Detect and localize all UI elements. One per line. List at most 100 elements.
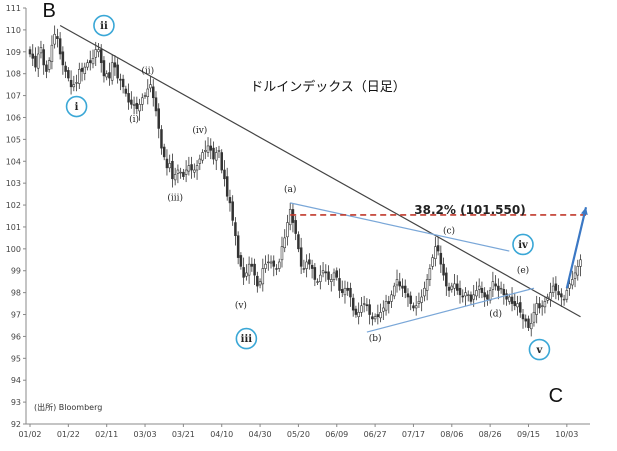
wave-label: (a) xyxy=(284,184,296,195)
candle-body xyxy=(428,268,432,280)
y-tick-label: 107 xyxy=(6,92,21,101)
y-tick-label: 92 xyxy=(11,420,21,429)
candle-body xyxy=(135,102,139,110)
candle-body xyxy=(50,44,54,62)
y-tick-label: 100 xyxy=(6,245,21,254)
candle-body xyxy=(179,171,182,174)
candle-body xyxy=(130,99,133,105)
candle-body xyxy=(510,296,514,304)
candle-body xyxy=(551,285,555,293)
candle-body xyxy=(362,303,366,305)
circle-marker xyxy=(65,95,88,118)
candle-body xyxy=(560,293,563,298)
y-axis: 92 93 94 95 96 97 98 99 100 101 102 103 104 105 106 107… xyxy=(6,4,590,429)
candle-body xyxy=(461,295,465,298)
candle-body xyxy=(349,287,352,298)
y-tick-label: 109 xyxy=(6,48,21,57)
candle-body xyxy=(190,164,193,171)
candle-body xyxy=(247,263,251,276)
x-tick-label: 02/11 xyxy=(95,430,118,439)
x-axis: 01/02 01/22 02/11 03/03 03/21 04/10 04/30 05/20… xyxy=(18,424,578,439)
candle-body xyxy=(250,263,254,267)
candle-body xyxy=(390,294,393,302)
candle-body xyxy=(132,104,136,106)
candle-body xyxy=(113,62,117,68)
candle-body xyxy=(488,290,492,301)
candle-body xyxy=(305,261,308,269)
x-tick-label: 04/30 xyxy=(249,430,272,439)
y-tick-label: 93 xyxy=(11,398,21,407)
x-tick-label: 04/10 xyxy=(210,430,233,439)
candle-body xyxy=(376,314,380,318)
candle-body xyxy=(277,261,281,269)
candle-body xyxy=(532,312,536,323)
circle-wave-label: v xyxy=(536,345,544,356)
candle-body xyxy=(291,209,295,223)
candle-body xyxy=(267,261,270,264)
candle-body xyxy=(176,169,180,174)
candle-body xyxy=(508,296,511,302)
candle-body xyxy=(540,305,544,307)
candle-body xyxy=(387,301,391,304)
candle-body xyxy=(477,285,481,290)
candle-body xyxy=(425,279,429,291)
candle-body xyxy=(431,257,434,267)
candle-body xyxy=(308,259,311,265)
candle-body xyxy=(184,169,188,175)
candle-body xyxy=(149,84,152,89)
candle-body xyxy=(217,150,221,152)
candle-body xyxy=(409,295,412,304)
candle-body xyxy=(110,62,114,81)
circle-marker xyxy=(93,14,115,37)
candle-body xyxy=(371,316,374,320)
candle-body xyxy=(36,53,40,69)
candle-body xyxy=(439,252,443,265)
candle-body xyxy=(579,259,582,267)
candle-body xyxy=(456,283,459,291)
y-tick-label: 95 xyxy=(11,354,21,363)
y-tick-label: 103 xyxy=(6,179,21,188)
candle-body xyxy=(286,222,289,238)
candle-body xyxy=(466,294,470,296)
candle-body xyxy=(519,302,522,313)
x-tick-label: 01/02 xyxy=(18,430,41,439)
candle-body xyxy=(562,298,566,301)
y-tick-label: 97 xyxy=(11,311,21,320)
candle-body xyxy=(565,290,569,300)
candle-body xyxy=(220,152,223,171)
x-tick-label: 01/22 xyxy=(57,430,80,439)
fib-label: 38.2% (101.550) xyxy=(414,203,525,217)
circle-marker xyxy=(528,338,551,361)
candle-body xyxy=(72,84,76,88)
x-tick-label: 10/03 xyxy=(555,430,578,439)
candle-body xyxy=(486,294,489,300)
candle-body xyxy=(58,38,62,55)
circle-wave-label: iii xyxy=(241,334,253,345)
candle-body xyxy=(321,270,325,274)
candle-body xyxy=(494,283,497,287)
candle-body xyxy=(497,285,500,291)
candle-body xyxy=(395,279,399,286)
candle-body xyxy=(568,283,571,289)
candle-body xyxy=(469,294,473,302)
candle-body xyxy=(368,304,371,315)
candle-body xyxy=(288,209,292,226)
candle-body xyxy=(157,108,160,129)
wave-label: (i) xyxy=(129,114,139,125)
candle-body xyxy=(119,78,122,81)
candle-body xyxy=(330,279,333,282)
candle-body xyxy=(365,304,369,307)
candle-body xyxy=(302,268,306,270)
y-tick-label: 111 xyxy=(6,4,21,13)
candle-body xyxy=(447,286,451,291)
candle-body xyxy=(214,152,218,161)
candle-body xyxy=(327,271,330,280)
trendline-triangle-lower xyxy=(366,287,535,333)
candle-body xyxy=(198,158,202,164)
candle-body xyxy=(297,234,300,250)
candle-body xyxy=(398,281,402,287)
candle-body xyxy=(193,169,196,173)
candle-body xyxy=(423,287,426,297)
candle-body xyxy=(182,171,185,177)
